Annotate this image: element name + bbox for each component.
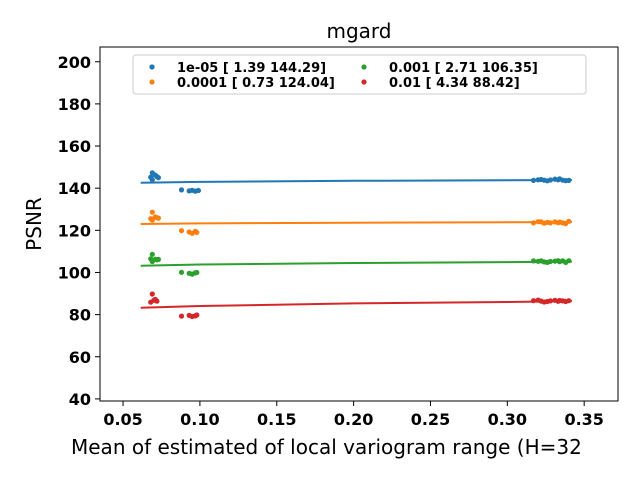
plot-frame: [99, 46, 619, 402]
y-tick-label: 180: [58, 95, 91, 114]
data-point: [154, 298, 160, 304]
data-point: [530, 177, 537, 183]
x-tick-label: 0.20: [334, 410, 373, 429]
legend-marker: [149, 79, 155, 85]
series-1: [140, 170, 572, 194]
fit-line: [140, 260, 572, 267]
x-tick-label: 0.35: [564, 410, 603, 429]
x-axis-label: Mean of estimated of local variogram ran…: [71, 435, 582, 459]
y-tick-label: 140: [58, 179, 91, 198]
data-point: [155, 256, 161, 262]
x-tick-label: 0.10: [180, 410, 219, 429]
legend-frame: [132, 54, 587, 95]
data-point: [194, 229, 200, 235]
y-tick-label: 40: [69, 390, 91, 409]
x-tick-label: 0.30: [488, 410, 527, 429]
fit-line: [140, 300, 572, 309]
data-point: [194, 269, 200, 276]
data-point: [566, 298, 572, 304]
legend-entry: 1e-05 [ 1.39 144.29]: [177, 61, 326, 76]
data-point: [178, 187, 185, 193]
data-point: [530, 258, 537, 264]
series-4: [140, 291, 572, 320]
data-point: [178, 269, 185, 275]
data-point: [149, 209, 155, 215]
data-point: [149, 291, 155, 297]
data-point: [155, 215, 161, 221]
legend-marker: [149, 64, 155, 70]
fit-line: [140, 179, 572, 184]
y-tick-label: 160: [58, 137, 91, 156]
data-point: [155, 175, 161, 181]
series-3: [140, 251, 572, 277]
x-tick-label: 0.25: [411, 410, 450, 429]
data-point: [149, 177, 155, 183]
fit-line: [140, 221, 572, 225]
x-tick-label: 0.15: [257, 410, 296, 429]
legend-marker: [361, 64, 367, 70]
y-axis: 40 60 80 100 120 140 160 180 200: [58, 53, 100, 409]
y-axis-label: PSNR: [22, 197, 46, 251]
y-tick-label: 60: [69, 348, 91, 367]
y-tick-label: 120: [58, 221, 91, 240]
data-point: [195, 187, 201, 194]
data-point: [566, 218, 572, 224]
plot-area: [140, 170, 572, 320]
data-point: [194, 312, 200, 318]
legend-entry: 0.001 [ 2.71 106.35]: [389, 61, 538, 76]
series-2: [140, 209, 572, 236]
y-tick-label: 80: [69, 306, 91, 325]
legend-marker: [361, 79, 367, 85]
data-point: [178, 313, 185, 319]
data-point: [566, 258, 572, 264]
data-point: [149, 251, 155, 257]
data-point: [530, 220, 537, 226]
chart-title: mgard: [327, 19, 392, 43]
data-point: [547, 177, 554, 183]
data-point: [547, 298, 554, 304]
x-tick-label: 0.05: [103, 410, 142, 429]
legend-entry: 0.01 [ 4.34 88.42]: [389, 76, 520, 91]
x-axis: 0.05 0.10 0.15 0.20 0.25 0.30 0.35: [103, 401, 604, 429]
data-point: [149, 217, 155, 223]
y-tick-label: 100: [58, 263, 91, 282]
data-point: [566, 177, 572, 183]
data-point: [547, 258, 554, 265]
legend: 1e-05 [ 1.39 144.29]0.0001 [ 0.73 124.04…: [132, 54, 587, 95]
legend-entry: 0.0001 [ 0.73 124.04]: [177, 76, 335, 91]
data-point: [530, 298, 537, 304]
y-tick-label: 200: [58, 53, 91, 72]
data-point: [178, 228, 185, 234]
data-point: [547, 220, 554, 226]
